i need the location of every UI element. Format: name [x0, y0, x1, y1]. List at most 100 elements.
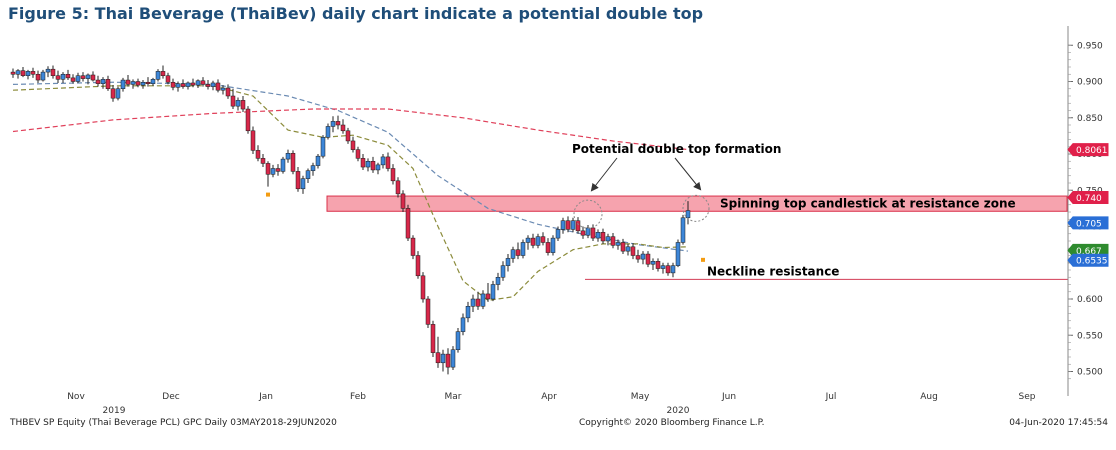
x-month-label: Jan [258, 392, 273, 402]
candle-up [305, 168, 311, 183]
x-month-label: May [631, 392, 650, 402]
candle-body [330, 121, 336, 127]
candle-body [425, 298, 431, 325]
candle-body [55, 75, 61, 80]
candle-body [230, 95, 236, 107]
candle-up [450, 346, 456, 371]
candle-body [480, 293, 486, 307]
candle-body [375, 164, 381, 171]
candle-down [125, 74, 131, 87]
candle-up [185, 81, 191, 90]
candle-body [345, 130, 351, 142]
arrow-to-first-top [590, 157, 618, 192]
candle-body [660, 265, 666, 269]
candle-body [450, 349, 456, 368]
price-tag-box [1067, 216, 1109, 230]
candle-down [55, 70, 61, 83]
candle-up [310, 162, 316, 176]
candle-body [30, 71, 36, 75]
candle-down [205, 80, 211, 90]
candle-up [680, 214, 686, 245]
candle-body [395, 180, 401, 195]
candle-up [465, 301, 471, 323]
candle-body [430, 324, 436, 353]
candle-body [540, 236, 546, 243]
candle-down [635, 249, 641, 263]
candle-up [520, 239, 526, 259]
candle-down [400, 190, 406, 212]
candle-body [360, 158, 366, 168]
resistance-zone-label: Spinning top candlestick at resistance z… [720, 197, 1016, 211]
candle-down [165, 72, 171, 85]
candle-down [545, 238, 551, 256]
y-tick-label: 0.500 [1077, 368, 1103, 378]
x-month-label: Dec [162, 392, 179, 402]
candle-body [150, 79, 156, 84]
candle-up [175, 81, 181, 92]
candle-body [110, 88, 116, 99]
candle-up [325, 123, 331, 140]
price-tag: 0.740 [1067, 191, 1109, 204]
candle-body [680, 217, 686, 243]
candle-down [110, 85, 116, 102]
candle-body [400, 193, 406, 209]
candle-up [525, 235, 531, 250]
price-tag: 0.8061 [1067, 143, 1109, 156]
price-tag-label: 0.740 [1076, 194, 1102, 204]
candle-body [220, 87, 226, 91]
candle-down [445, 348, 451, 375]
candle-body [85, 74, 91, 79]
candle-down [225, 84, 231, 99]
candle-body [670, 265, 676, 274]
candle-up [570, 217, 576, 233]
candle-body [590, 227, 596, 239]
candle-down [385, 152, 391, 172]
candle-down [405, 204, 411, 241]
candle-body [65, 74, 71, 79]
candle-down [355, 146, 361, 162]
x-month-label: Aug [920, 392, 938, 402]
candle-body [250, 130, 256, 151]
candle-up [440, 349, 446, 372]
candle-body [495, 277, 501, 285]
y-tick-label: 0.950 [1077, 41, 1103, 51]
candle-up [490, 280, 496, 302]
candle-up [85, 73, 91, 85]
candle-body [75, 75, 81, 82]
candle-body [155, 71, 161, 80]
candle-body [475, 298, 481, 307]
candle-body [675, 242, 681, 266]
candle-body [455, 331, 461, 350]
candle-up [130, 79, 136, 89]
candle-body [240, 100, 246, 110]
candle-down [655, 258, 661, 272]
candle-body [160, 71, 166, 76]
candle-body [595, 232, 601, 239]
candle-up [60, 72, 66, 83]
top-circle-2 [682, 194, 710, 222]
candle-up [640, 251, 646, 265]
candle-up [495, 272, 501, 291]
candle-up [605, 233, 611, 246]
candles-layer [10, 65, 691, 375]
candle-body [485, 293, 491, 300]
candle-down [250, 126, 256, 154]
candle-body [615, 242, 621, 246]
candle-up [510, 246, 516, 263]
candle-body [15, 70, 21, 75]
candle-body [415, 255, 421, 277]
candle-body [130, 81, 136, 85]
x-year-label: 2019 [103, 406, 126, 416]
candle-up [365, 158, 371, 172]
candle-up [280, 156, 286, 174]
candle-up [100, 77, 106, 89]
figure-title: Figure 5: Thai Beverage (ThaiBev) daily … [8, 4, 704, 23]
candle-up [685, 201, 691, 225]
candle-up [40, 69, 46, 82]
candle-up [235, 97, 241, 111]
candlestick-chart: Spinning top candlestick at resistance z… [0, 26, 1116, 416]
candle-down [160, 65, 166, 79]
candle-down [630, 243, 636, 260]
x-month-label: Sep [1019, 392, 1036, 402]
candle-down [420, 272, 426, 303]
